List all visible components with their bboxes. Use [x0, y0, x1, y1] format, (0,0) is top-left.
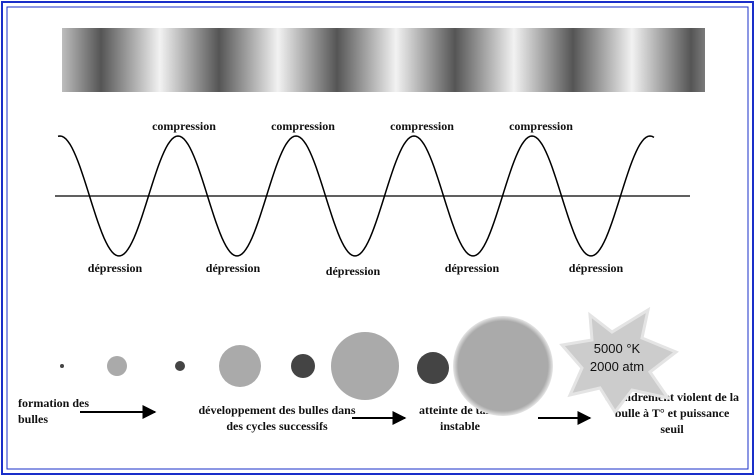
bubble — [453, 316, 553, 416]
bubble — [291, 354, 315, 378]
inner-border — [6, 6, 749, 470]
bubble — [417, 352, 449, 384]
star-text: 2000 atm — [590, 359, 644, 374]
bubble — [219, 345, 261, 387]
pressure-band — [62, 28, 705, 92]
bubble — [175, 361, 185, 371]
star-text: 5000 °K — [594, 341, 641, 356]
stage-label: instable — [440, 419, 481, 433]
sine-wave — [57, 135, 655, 257]
bubble — [107, 356, 127, 376]
depression-label: dépression — [88, 261, 143, 275]
compression-label: compression — [509, 119, 573, 133]
depression-label: dépression — [569, 261, 624, 275]
depression-label: dépression — [326, 264, 381, 278]
stage-label: bulles — [18, 412, 48, 426]
stage-label: des cycles successifs — [226, 419, 328, 433]
depression-label: dépression — [206, 261, 261, 275]
compression-label: compression — [152, 119, 216, 133]
compression-label: compression — [271, 119, 335, 133]
stage-label: formation des — [18, 396, 89, 410]
stage-label: seuil — [660, 422, 684, 436]
stage-label: bulle à T° et puissance — [615, 406, 730, 420]
bubbles — [60, 306, 679, 416]
collapse-star — [559, 306, 679, 415]
stage-label: effondrement violent de la — [605, 390, 739, 404]
labels: compression compression compression compres… — [18, 119, 739, 436]
bubble — [60, 364, 64, 368]
stage-label: développement des bulles dans — [198, 403, 355, 417]
bubble — [331, 332, 399, 400]
depression-label: dépression — [445, 261, 500, 275]
compression-label: compression — [390, 119, 454, 133]
